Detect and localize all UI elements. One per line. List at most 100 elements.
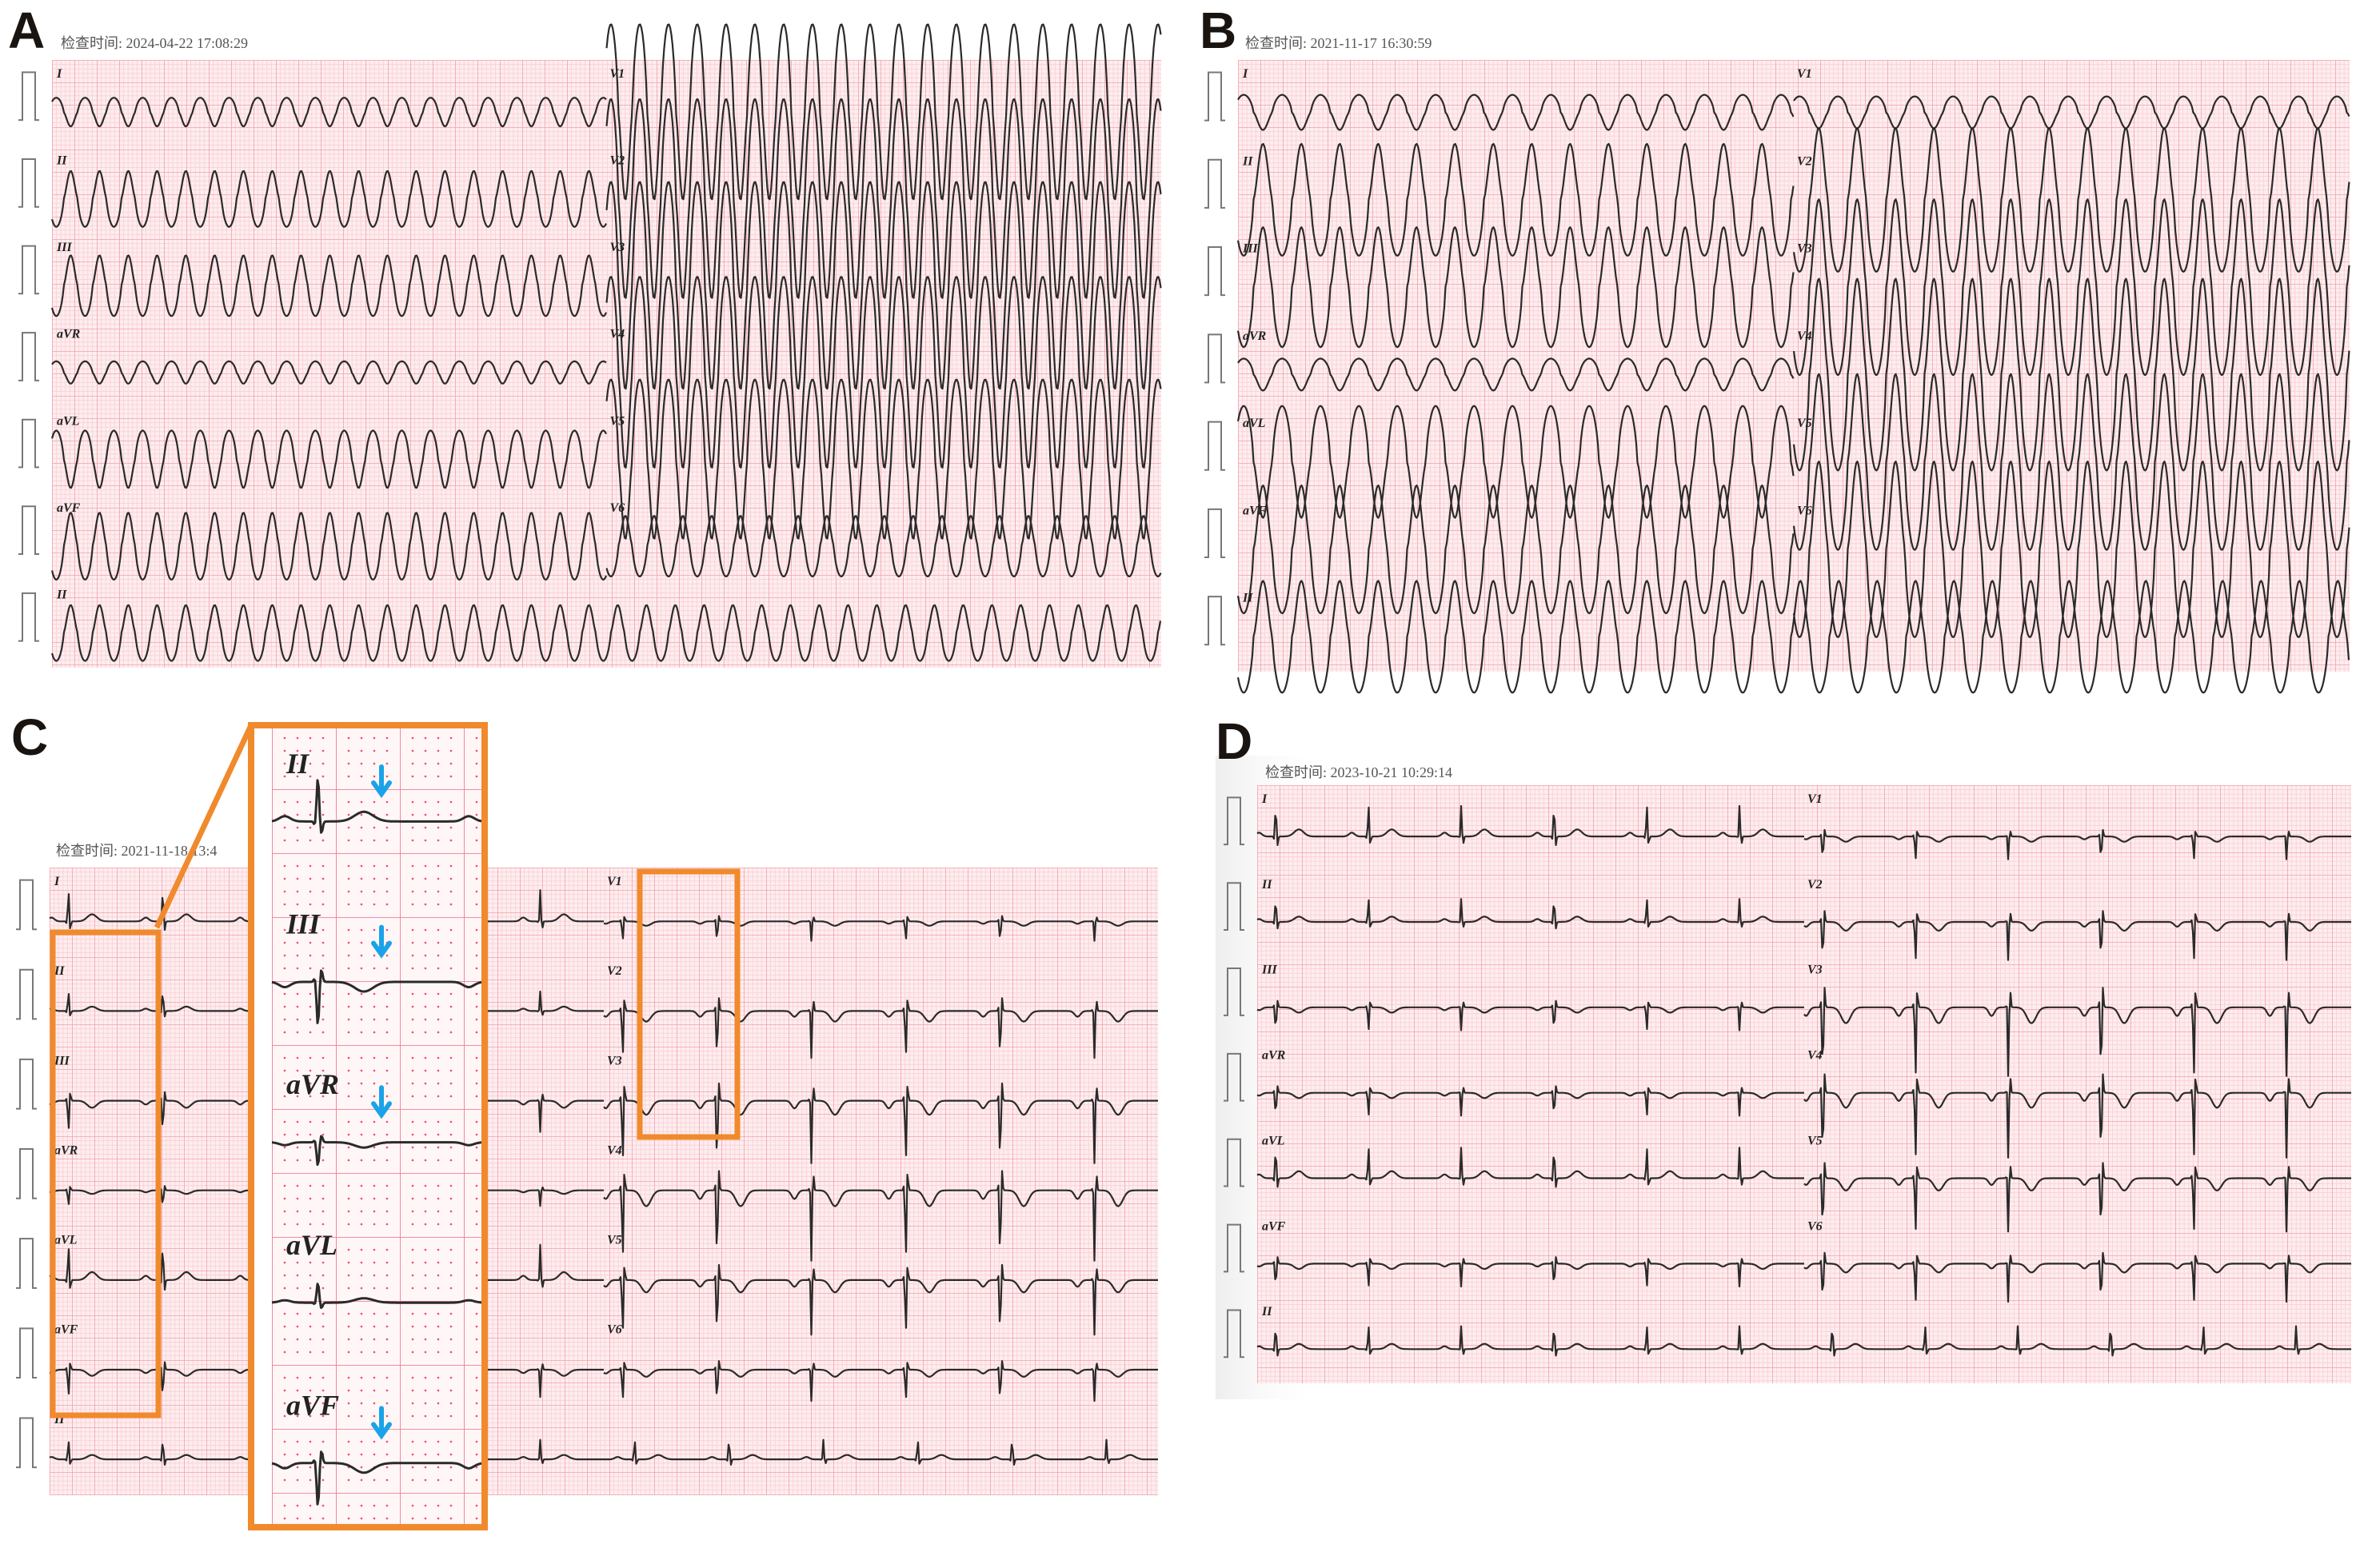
lead-label-I: I: [1261, 792, 1268, 806]
inset-ecg-trace-III: [271, 969, 485, 1024]
lead-label-V4: V4: [1797, 329, 1812, 343]
inset-lead-label-III: III: [286, 908, 321, 940]
ecg-trace-rhythm-II: [1256, 1325, 2351, 1357]
down-arrow-icon: [371, 1406, 392, 1440]
ecg-trace-III: [1256, 999, 1804, 1031]
calibration-pulse-icon: [1204, 71, 1225, 122]
lead-label-V2: V2: [1807, 878, 1823, 892]
ecg-trace-V6: [603, 1360, 1158, 1402]
lead-label-I: I: [1242, 67, 1248, 81]
lead-label-V2: V2: [607, 964, 622, 978]
panel-label-a: A: [8, 2, 46, 59]
lead-label-V5: V5: [1807, 1134, 1823, 1147]
ecg-trace-V3: [1803, 987, 2351, 1077]
ecg-trace-V3: [1792, 198, 2350, 377]
ecg-trace-V6: [1803, 1251, 2351, 1303]
ecg-trace-V5: [1792, 373, 2350, 551]
calibration-pulse-icon: [18, 592, 39, 642]
lead-label-V4: V4: [607, 1143, 622, 1157]
calibration-pulse-icon: [1224, 796, 1244, 846]
lead-label-aVR: aVR: [1243, 329, 1267, 343]
ecg-trace-V3: [605, 181, 1162, 390]
ecg-trace-rhythm-II: [50, 604, 1162, 662]
calibration-pulse-icon: [18, 332, 39, 381]
panel-label-c: C: [11, 708, 49, 766]
ecg-trace-II: [1236, 142, 1795, 257]
inset-lead-label-aVR: aVR: [286, 1068, 339, 1100]
calibration-pulse-icon: [18, 418, 39, 469]
lead-label-aVF: aVF: [1262, 1219, 1286, 1233]
ecg-trace-V6: [605, 515, 1162, 577]
lead-label-II: II: [1261, 878, 1272, 892]
ecg-trace-I: [51, 97, 607, 128]
lead-label-V1: V1: [1797, 67, 1812, 81]
lead-label-II: II: [56, 154, 67, 168]
calibration-pulse-icon: [16, 1058, 37, 1110]
ecg-trace-V5: [1803, 1162, 2351, 1233]
lead-label-aVF: aVF: [57, 501, 81, 515]
down-arrow-icon: [371, 1085, 392, 1119]
lead-label-III: III: [54, 1054, 70, 1067]
panel-a-timestamp: 检查时间: 2024-04-22 17:08:29: [61, 35, 248, 51]
calibration-pulse-icon: [1224, 1223, 1244, 1273]
calibration-pulse-icon: [1224, 967, 1244, 1016]
calibration-pulse-icon: [18, 505, 39, 555]
lead-label-V6: V6: [1797, 504, 1812, 517]
panel-b-timestamp: 检查时间: 2021-11-17 16:30:59: [1245, 35, 1432, 51]
lead-label-II: II: [54, 964, 65, 978]
lead-label-aVR: aVR: [54, 1143, 78, 1157]
ecg-trace-rhythm-II: [49, 1438, 1158, 1466]
inset-ecg-trace-aVF: [271, 1450, 485, 1506]
lead-label-I: I: [56, 67, 62, 81]
highlight-box-limb-leads: [50, 929, 162, 1418]
ecg-trace-aVL: [1236, 405, 1795, 519]
ecg-grid: [1257, 785, 2351, 1383]
ecg-trace-II: [50, 170, 607, 228]
ecg-trace-III: [1236, 226, 1795, 349]
lead-label-V2: V2: [1797, 154, 1812, 168]
ecg-trace-aVF: [50, 512, 608, 580]
lead-label-V6: V6: [1807, 1219, 1823, 1233]
ecg-trace-V4: [1803, 1073, 2351, 1159]
lead-label-III: III: [1261, 964, 1277, 977]
lead-label-rhythm-II: II: [56, 588, 67, 601]
ecg-grid: [272, 725, 485, 1527]
ecg-trace-rhythm-II: [1236, 580, 2350, 694]
calibration-pulse-icon: [18, 245, 39, 295]
lead-label-aVL: aVL: [54, 1234, 78, 1247]
inset-ecg-trace-aVL: [271, 1283, 485, 1309]
lead-label-III: III: [56, 241, 72, 254]
ecg-trace-aVL: [50, 429, 607, 489]
down-arrow-icon: [371, 924, 392, 959]
calibration-pulse-icon: [16, 968, 37, 1020]
panel-label-d: D: [1216, 712, 1253, 770]
calibration-pulse-icon: [1204, 246, 1225, 297]
lead-label-aVF: aVF: [54, 1323, 78, 1337]
calibration-pulse-icon: [16, 1148, 37, 1199]
ecg-trace-I: [1237, 94, 1795, 131]
calibration-pulse-icon: [1224, 1052, 1244, 1102]
ecg-trace-aVF: [1236, 485, 1795, 615]
panel-c-timestamp: 检查时间: 2021-11-18 13:4: [56, 843, 218, 859]
ecg-trace-V6: [1792, 461, 2350, 638]
ecg-trace-V3: [603, 1082, 1158, 1164]
calibration-pulse-icon: [16, 1417, 37, 1469]
lead-label-III: III: [1242, 242, 1258, 256]
lead-label-rhythm-II: II: [1261, 1305, 1272, 1319]
inset-ecg-trace-II: [271, 779, 485, 834]
calibration-pulse-icon: [16, 879, 37, 931]
calibration-pulse-icon: [1204, 508, 1225, 558]
calibration-pulse-icon: [1204, 158, 1225, 209]
lead-label-II: II: [1242, 154, 1253, 168]
ecg-trace-V1: [1793, 95, 2350, 130]
calibration-pulse-icon: [1204, 421, 1225, 471]
ecg-trace-V2: [1803, 910, 2351, 961]
ecg-trace-aVR: [51, 360, 607, 385]
lead-label-aVF: aVF: [1243, 504, 1267, 517]
lead-label-aVL: aVL: [1262, 1134, 1285, 1147]
inset-connector-line: [154, 724, 254, 929]
lead-label-V3: V3: [1797, 242, 1812, 256]
